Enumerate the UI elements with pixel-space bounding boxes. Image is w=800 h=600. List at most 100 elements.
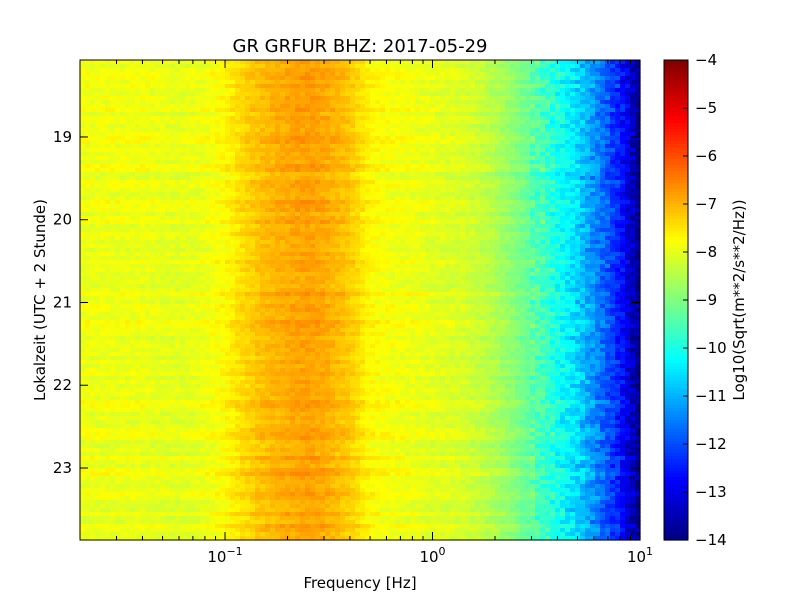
heatmap-cell xyxy=(260,88,266,93)
heatmap-cell xyxy=(125,148,131,153)
heatmap-cell xyxy=(505,204,511,209)
heatmap-cell xyxy=(605,124,611,129)
heatmap-cell xyxy=(625,224,631,229)
heatmap-cell xyxy=(590,224,596,229)
heatmap-cell xyxy=(230,236,236,241)
heatmap-cell xyxy=(455,116,461,121)
heatmap-cell xyxy=(315,112,321,117)
heatmap-cell xyxy=(400,128,406,133)
heatmap-cell xyxy=(270,72,276,77)
heatmap-cell xyxy=(505,116,511,121)
heatmap-cell xyxy=(245,224,251,229)
heatmap-cell xyxy=(285,208,291,213)
heatmap-cell xyxy=(160,100,166,105)
heatmap-cell xyxy=(155,208,161,213)
heatmap-cell xyxy=(375,196,381,201)
heatmap-cell xyxy=(265,112,271,117)
heatmap-cell xyxy=(560,220,566,225)
heatmap-cell xyxy=(590,72,596,77)
heatmap-cell xyxy=(355,160,361,165)
heatmap-cell xyxy=(325,60,331,65)
heatmap-cell xyxy=(315,128,321,133)
heatmap-cell xyxy=(275,136,281,141)
heatmap-cell xyxy=(250,196,256,201)
heatmap-cell xyxy=(130,232,136,237)
heatmap-cell xyxy=(430,88,436,93)
heatmap-cell xyxy=(215,204,221,209)
heatmap-cell xyxy=(80,212,86,217)
heatmap-cell xyxy=(435,188,441,193)
heatmap-cell xyxy=(80,132,86,137)
heatmap-cell xyxy=(195,92,201,97)
heatmap-cell xyxy=(270,228,276,233)
heatmap-cell xyxy=(490,184,496,189)
heatmap-cell xyxy=(300,84,306,89)
heatmap-cell xyxy=(320,100,326,105)
heatmap-cell xyxy=(470,192,476,197)
heatmap-cell xyxy=(600,200,606,205)
heatmap-cell xyxy=(305,188,311,193)
heatmap-cell xyxy=(495,192,501,197)
heatmap-cell xyxy=(270,176,276,181)
heatmap-cell xyxy=(160,156,166,161)
heatmap-cell xyxy=(195,208,201,213)
heatmap-cell xyxy=(600,208,606,213)
heatmap-cell xyxy=(550,172,556,177)
heatmap-cell xyxy=(395,136,401,141)
heatmap-cell xyxy=(385,72,391,77)
heatmap-cell xyxy=(255,172,261,177)
heatmap-cell xyxy=(425,68,431,73)
heatmap-cell xyxy=(160,180,166,185)
heatmap-cell xyxy=(180,200,186,205)
heatmap-cell xyxy=(525,124,531,129)
heatmap-cell xyxy=(265,92,271,97)
heatmap-cell xyxy=(275,116,281,121)
heatmap-cell xyxy=(105,224,111,229)
heatmap-cell xyxy=(510,112,516,117)
heatmap-cell xyxy=(485,232,491,237)
heatmap-cell xyxy=(600,140,606,145)
heatmap-cell xyxy=(90,208,96,213)
heatmap-cell xyxy=(210,200,216,205)
heatmap-cell xyxy=(360,156,366,161)
heatmap-cell xyxy=(390,192,396,197)
heatmap-cell xyxy=(190,132,196,137)
heatmap-cell xyxy=(490,124,496,129)
heatmap-cell xyxy=(525,120,531,125)
heatmap-cell xyxy=(170,172,176,177)
heatmap-cell xyxy=(120,104,126,109)
heatmap-cell xyxy=(385,108,391,113)
heatmap-cell xyxy=(165,224,171,229)
heatmap-cell xyxy=(100,100,106,105)
heatmap-cell xyxy=(295,148,301,153)
heatmap-cell xyxy=(490,168,496,173)
heatmap-cell xyxy=(185,112,191,117)
heatmap-cell xyxy=(520,140,526,145)
heatmap-cell xyxy=(150,112,156,117)
heatmap-cell xyxy=(310,120,316,125)
heatmap-cell xyxy=(290,220,296,225)
heatmap-cell xyxy=(595,184,601,189)
heatmap-cell xyxy=(430,216,436,221)
heatmap-cell xyxy=(510,196,516,201)
heatmap-cell xyxy=(380,200,386,205)
heatmap-cell xyxy=(345,72,351,77)
heatmap-cell xyxy=(290,156,296,161)
heatmap-cell xyxy=(575,232,581,237)
heatmap-cell xyxy=(635,176,641,181)
heatmap-cell xyxy=(85,148,91,153)
heatmap-cell xyxy=(465,92,471,97)
heatmap-cell xyxy=(95,168,101,173)
heatmap-cell xyxy=(575,156,581,161)
heatmap-cell xyxy=(290,216,296,221)
heatmap-cell xyxy=(615,164,621,169)
heatmap-cell xyxy=(540,160,546,165)
heatmap-cell xyxy=(450,184,456,189)
heatmap-cell xyxy=(575,92,581,97)
heatmap-cell xyxy=(140,112,146,117)
heatmap-cell xyxy=(285,140,291,145)
heatmap-cell xyxy=(570,140,576,145)
heatmap-cell xyxy=(405,120,411,125)
heatmap-cell xyxy=(390,152,396,157)
heatmap-cell xyxy=(590,76,596,81)
